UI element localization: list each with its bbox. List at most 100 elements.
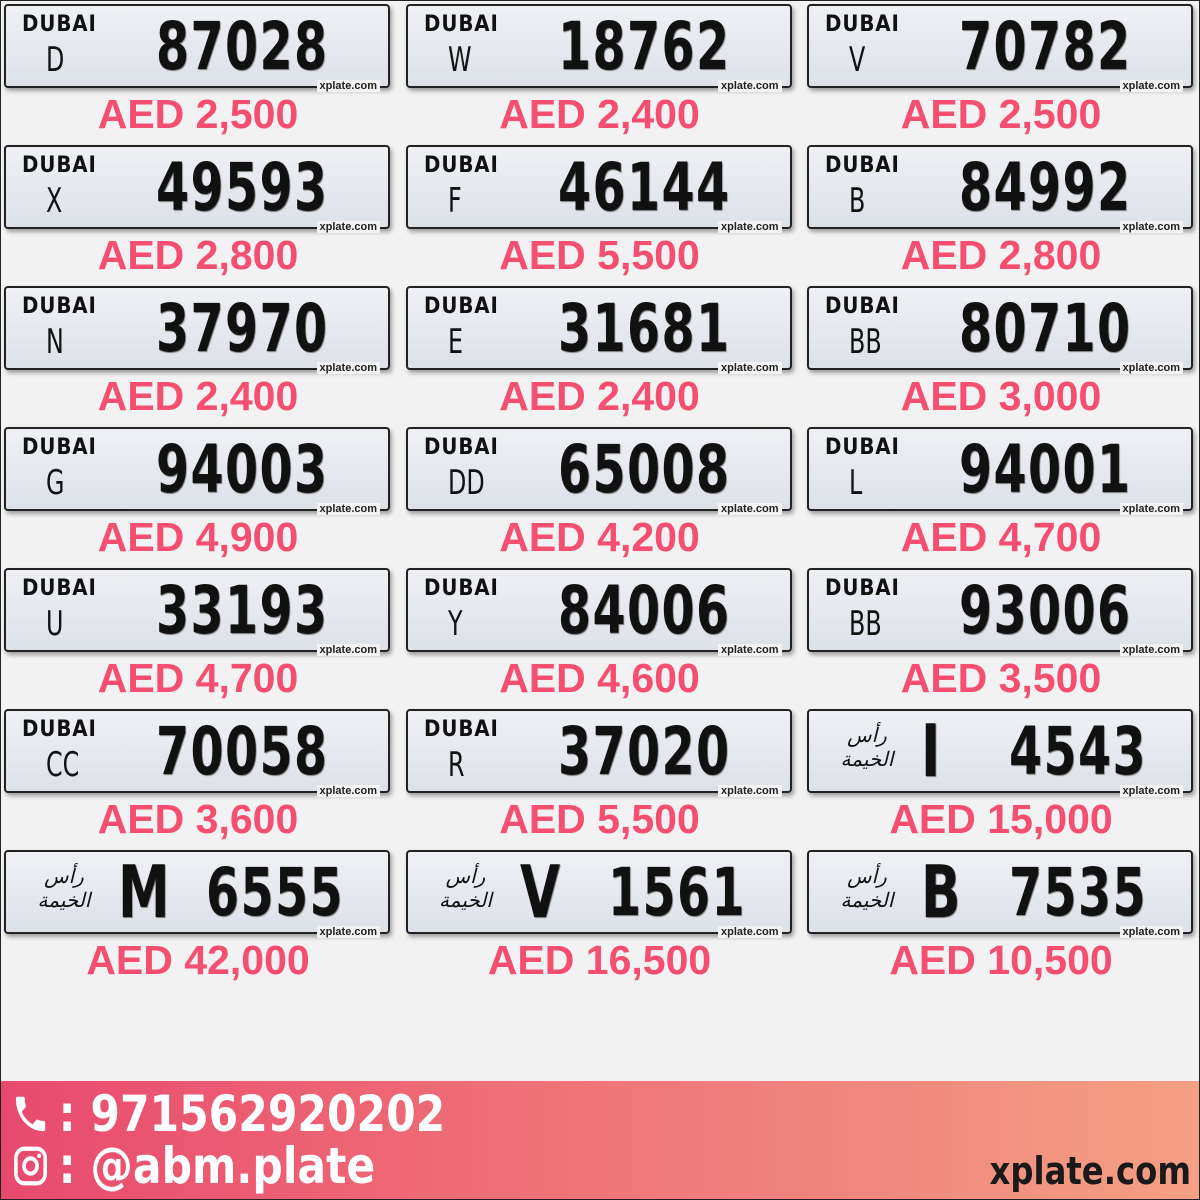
plate-watermark: xplate.com [1119, 644, 1183, 656]
plate-code: I [921, 709, 941, 793]
plate-price: AED 4,700 [97, 655, 299, 701]
plate-listing: DUBAI E 31681 xplate.com AED 2,400 [405, 286, 794, 421]
plate-number: 31681 [557, 290, 731, 367]
plate-number: 84006 [557, 572, 731, 649]
plate-code: E [447, 322, 463, 362]
plate-code: G [46, 463, 65, 503]
plate-listing: DUBAI V 70782 xplate.com AED 2,500 [807, 4, 1195, 139]
plate-number: 6555 [206, 854, 345, 931]
plate-code: BB [849, 322, 882, 362]
plate-price: AED 2,400 [97, 373, 299, 419]
plate-price: AED 2,400 [499, 91, 700, 137]
emirate-logo: DUBAI [22, 12, 97, 37]
plate-watermark: xplate.com [718, 362, 782, 374]
license-plate: DUBAI U 33193 xplate.com [4, 568, 390, 656]
site-name: xplate.com [989, 1149, 1191, 1193]
plate-price: AED 4,900 [97, 514, 299, 560]
plate-listing: رأس الخيمة M 6555 xplate.com AED 42,000 [4, 850, 392, 985]
plate-number: 70058 [156, 713, 329, 790]
instagram-line: : @abm.plate [11, 1137, 375, 1195]
plate-code: L [849, 463, 863, 503]
license-plate: DUBAI BB 80710 xplate.com [807, 286, 1193, 374]
emirate-logo: DUBAI [825, 576, 900, 601]
plate-listing: رأس الخيمة V 1561 xplate.com AED 16,500 [405, 850, 794, 985]
plate-price: AED 3,500 [900, 655, 1102, 701]
plate-code: V [519, 850, 560, 934]
plate-number: 37020 [557, 713, 731, 790]
emirate-logo: DUBAI [825, 12, 900, 37]
plate-number: 18762 [557, 8, 731, 85]
plate-watermark: xplate.com [1119, 503, 1183, 515]
plate-price: AED 5,500 [499, 232, 700, 278]
plate-number: 37970 [156, 290, 329, 367]
plate-number: 94003 [156, 431, 329, 508]
plate-code: W [447, 40, 472, 80]
license-plate: DUBAI E 31681 xplate.com [405, 286, 792, 374]
plate-number: 7535 [1009, 854, 1148, 931]
emirate-logo: DUBAI [825, 153, 900, 178]
emirate-logo: رأس الخيمة [439, 864, 492, 912]
emirate-logo: DUBAI [825, 294, 900, 319]
plate-listing: DUBAI X 49593 xplate.com AED 2,800 [4, 145, 392, 280]
plate-code: CC [46, 745, 80, 785]
plate-price: AED 10,500 [889, 937, 1113, 983]
plate-listing: رأس الخيمة B 7535 xplate.com AED 10,500 [807, 850, 1195, 985]
emirate-logo: DUBAI [22, 153, 97, 178]
plate-watermark: xplate.com [316, 362, 380, 374]
license-plate: DUBAI DD 65008 xplate.com [405, 427, 792, 515]
plate-price: AED 42,000 [86, 937, 310, 983]
emirate-logo: DUBAI [423, 294, 499, 319]
plate-watermark: xplate.com [718, 80, 782, 92]
plate-price: AED 4,200 [499, 514, 700, 560]
plate-code: Y [447, 604, 463, 644]
plate-code: F [447, 181, 462, 221]
plate-price: AED 2,500 [900, 91, 1102, 137]
plate-code: D [46, 40, 65, 80]
plate-price: AED 15,000 [889, 796, 1113, 842]
emirate-logo: DUBAI [22, 435, 97, 460]
plate-number: 84992 [959, 149, 1132, 226]
plate-code: B [849, 181, 866, 221]
plate-code: BB [849, 604, 882, 644]
emirate-logo: DUBAI [423, 153, 499, 178]
plate-price: AED 4,600 [499, 655, 700, 701]
plate-watermark: xplate.com [1119, 926, 1183, 938]
emirate-logo: DUBAI [22, 294, 97, 319]
license-plate: رأس الخيمة M 6555 xplate.com [4, 850, 390, 938]
instagram-handle: : @abm.plate [58, 1137, 376, 1195]
plate-price: AED 2,500 [97, 91, 299, 137]
plate-listing: DUBAI U 33193 xplate.com AED 4,700 [4, 568, 392, 703]
plate-watermark: xplate.com [1119, 80, 1183, 92]
plate-price: AED 16,500 [487, 937, 712, 983]
plate-listing: DUBAI BB 93006 xplate.com AED 3,500 [807, 568, 1195, 703]
plate-listing: DUBAI F 46144 xplate.com AED 5,500 [405, 145, 794, 280]
plate-number: 49593 [156, 149, 329, 226]
plate-number: 80710 [959, 290, 1132, 367]
license-plate: DUBAI X 49593 xplate.com [4, 145, 390, 233]
license-plate: DUBAI BB 93006 xplate.com [807, 568, 1193, 656]
plate-watermark: xplate.com [718, 503, 782, 515]
plate-watermark: xplate.com [718, 926, 782, 938]
plate-price: AED 4,700 [900, 514, 1102, 560]
license-plate: DUBAI D 87028 xplate.com [4, 4, 390, 92]
plate-code: R [447, 745, 465, 785]
plate-watermark: xplate.com [316, 80, 380, 92]
plate-number: 46144 [557, 149, 731, 226]
emirate-logo: رأس الخيمة [37, 864, 91, 912]
plate-price: AED 5,500 [499, 796, 700, 842]
plate-listing: DUBAI D 87028 xplate.com AED 2,500 [4, 4, 392, 139]
plate-price: AED 3,000 [900, 373, 1102, 419]
plate-watermark: xplate.com [316, 221, 380, 233]
plate-listing: DUBAI B 84992 xplate.com AED 2,800 [807, 145, 1195, 280]
plate-watermark: xplate.com [718, 644, 782, 656]
plate-watermark: xplate.com [1119, 785, 1183, 797]
plate-number: 33193 [156, 572, 329, 649]
license-plate: DUBAI B 84992 xplate.com [807, 145, 1193, 233]
plate-listing: DUBAI G 94003 xplate.com AED 4,900 [4, 427, 392, 562]
license-plate: DUBAI G 94003 xplate.com [4, 427, 390, 515]
plate-code: U [46, 604, 64, 644]
plate-number: 93006 [959, 572, 1132, 649]
license-plate: DUBAI N 37970 xplate.com [4, 286, 390, 374]
license-plate: DUBAI L 94001 xplate.com [807, 427, 1193, 515]
plate-number: 70782 [959, 8, 1132, 85]
